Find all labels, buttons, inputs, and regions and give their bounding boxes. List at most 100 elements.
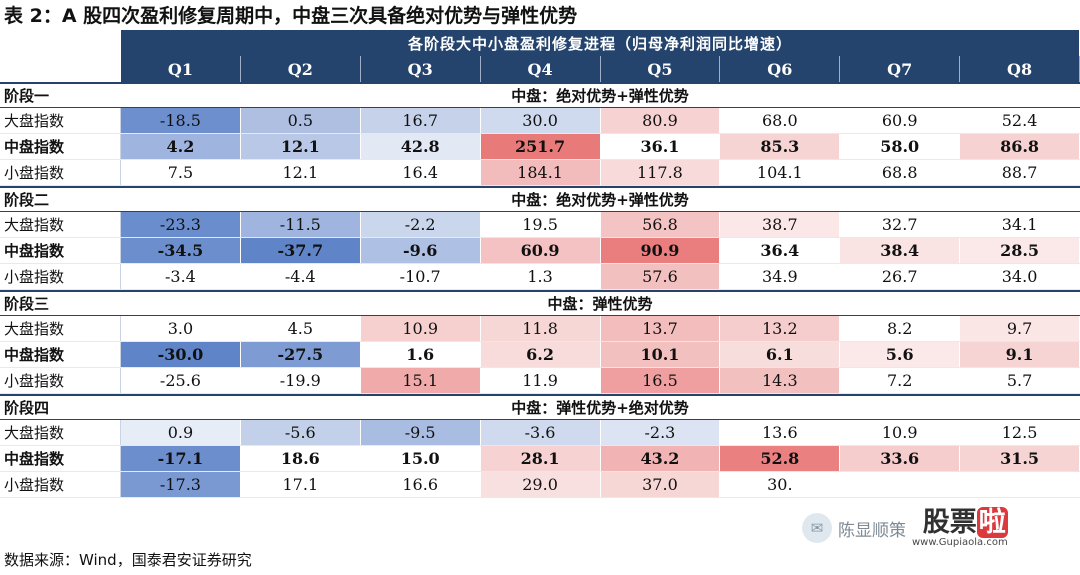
- table-row: 小盘指数 -17.3 17.1 16.6 29.0 37.0 30.: [0, 472, 1080, 498]
- watermark-logo-text-b: 啦: [976, 506, 1008, 538]
- value-cell: [960, 472, 1080, 497]
- value-cell: 60.9: [480, 238, 601, 263]
- stage-label: 阶段三: [4, 295, 50, 313]
- value-cell: 85.3: [720, 134, 841, 159]
- table-row: 小盘指数 -25.6 -19.9 15.1 11.9 16.5 14.3 7.2 5.7: [0, 368, 1080, 394]
- value-cell: -2.2: [360, 212, 481, 237]
- value-cell: 184.1: [480, 160, 601, 185]
- stage-label: 阶段二: [4, 191, 50, 209]
- header-quarter: Q2: [240, 56, 361, 82]
- table-title: 表 2：A 股四次盈利修复周期中，中盘三次具备绝对优势与弹性优势: [4, 5, 578, 27]
- value-cell: 29.0: [480, 472, 601, 497]
- value-cell: 16.7: [360, 108, 481, 133]
- header-quarter: Q4: [480, 56, 601, 82]
- row-index-name: 中盘指数: [0, 342, 121, 367]
- value-cell: 16.6: [360, 472, 481, 497]
- value-cell: -17.3: [121, 472, 241, 497]
- value-cell: -3.4: [121, 264, 241, 289]
- stage-sections: 阶段一 中盘：绝对优势+弹性优势 大盘指数 -18.5 0.5 16.7 30.0 80.9 6…: [0, 82, 1080, 498]
- row-index-name: 中盘指数: [0, 134, 121, 159]
- value-cell: 12.1: [240, 160, 361, 185]
- value-cell: -3.6: [480, 420, 601, 445]
- value-cell: 17.1: [240, 472, 361, 497]
- value-cell: 16.4: [360, 160, 481, 185]
- row-index-name: 中盘指数: [0, 238, 121, 263]
- source-note: 数据来源：Wind，国泰君安证券研究: [4, 551, 252, 569]
- value-cell: 86.8: [960, 134, 1080, 159]
- header-row-span: 各阶段大中小盘盈利修复进程（归母净利润同比增速）: [0, 30, 1080, 56]
- value-cell: 1.6: [360, 342, 481, 367]
- row-index-name: 小盘指数: [0, 472, 121, 497]
- value-cell: -19.9: [240, 368, 361, 393]
- header-quarter: Q1: [121, 56, 241, 82]
- value-cell: 38.7: [720, 212, 841, 237]
- value-cell: -23.3: [121, 212, 241, 237]
- value-cell: 9.1: [960, 342, 1080, 367]
- value-cell: 52.8: [720, 446, 841, 471]
- stage-note: 中盘：弹性优势: [121, 292, 1080, 315]
- value-cell: -2.3: [600, 420, 721, 445]
- stage-note: 中盘：绝对优势+弹性优势: [121, 188, 1080, 211]
- value-cell: 36.1: [600, 134, 721, 159]
- value-cell: 36.4: [720, 238, 841, 263]
- value-cell: 88.7: [960, 160, 1080, 185]
- value-cell: 117.8: [600, 160, 721, 185]
- value-cell: 15.1: [360, 368, 481, 393]
- value-cell: 7.5: [121, 160, 241, 185]
- table-row: 中盘指数 -17.1 18.6 15.0 28.1 43.2 52.8 33.6 31.5: [0, 446, 1080, 472]
- header-quarter: Q5: [600, 56, 721, 82]
- value-cell: 8.2: [840, 316, 961, 341]
- row-index-name: 大盘指数: [0, 316, 121, 341]
- value-cell: 57.6: [600, 264, 721, 289]
- header-quarter: Q6: [720, 56, 841, 82]
- value-cell: 34.0: [960, 264, 1080, 289]
- value-cell: 12.1: [240, 134, 361, 159]
- value-cell: 28.1: [480, 446, 601, 471]
- earnings-table: 各阶段大中小盘盈利修复进程（归母净利润同比增速） Q1 Q2 Q3 Q4 Q5 Q6 Q7 Q…: [0, 30, 1080, 498]
- value-cell: 6.2: [480, 342, 601, 367]
- value-cell: -37.7: [240, 238, 361, 263]
- value-cell: -30.0: [121, 342, 241, 367]
- value-cell: 30.: [720, 472, 841, 497]
- value-cell: 90.9: [600, 238, 721, 263]
- value-cell: 43.2: [600, 446, 721, 471]
- stage-header-row: 阶段二 中盘：绝对优势+弹性优势: [0, 186, 1080, 212]
- header-row-quarters: Q1 Q2 Q3 Q4 Q5 Q6 Q7 Q8: [0, 56, 1080, 82]
- value-cell: -9.6: [360, 238, 481, 263]
- watermark-logo: 股票啦 www.Gupiaola.com: [912, 506, 1008, 548]
- table-row: 小盘指数 7.5 12.1 16.4 184.1 117.8 104.1 68.8 88.7: [0, 160, 1080, 186]
- value-cell: 60.9: [840, 108, 961, 133]
- value-cell: 68.0: [720, 108, 841, 133]
- value-cell: -18.5: [121, 108, 241, 133]
- stage-label: 阶段四: [4, 399, 50, 417]
- table-row: 大盘指数 0.9 -5.6 -9.5 -3.6 -2.3 13.6 10.9 12.5: [0, 420, 1080, 446]
- value-cell: 14.3: [720, 368, 841, 393]
- table-row: 中盘指数 -34.5 -37.7 -9.6 60.9 90.9 36.4 38.4 28.5: [0, 238, 1080, 264]
- value-cell: 56.8: [600, 212, 721, 237]
- row-index-name: 小盘指数: [0, 264, 121, 289]
- value-cell: -10.7: [360, 264, 481, 289]
- watermark-url: www.Gupiaola.com: [912, 536, 1008, 548]
- value-cell: 28.5: [960, 238, 1080, 263]
- value-cell: 80.9: [600, 108, 721, 133]
- value-cell: 38.4: [840, 238, 961, 263]
- value-cell: 15.0: [360, 446, 481, 471]
- value-cell: 3.0: [121, 316, 241, 341]
- value-cell: 30.0: [480, 108, 601, 133]
- value-cell: 104.1: [720, 160, 841, 185]
- header-corner-2: [0, 56, 121, 82]
- watermark: ✉ 陈显顺策 股票啦 www.Gupiaola.com: [802, 506, 1072, 548]
- value-cell: 1.3: [480, 264, 601, 289]
- stage-label: 阶段一: [4, 87, 50, 105]
- value-cell: -25.6: [121, 368, 241, 393]
- value-cell: [840, 472, 961, 497]
- value-cell: 58.0: [840, 134, 961, 159]
- row-index-name: 大盘指数: [0, 420, 121, 445]
- header-corner: [0, 30, 121, 56]
- value-cell: 18.6: [240, 446, 361, 471]
- stage-header-row: 阶段一 中盘：绝对优势+弹性优势: [0, 82, 1080, 108]
- value-cell: 32.7: [840, 212, 961, 237]
- value-cell: -5.6: [240, 420, 361, 445]
- header-span-label: 各阶段大中小盘盈利修复进程（归母净利润同比增速）: [121, 30, 1080, 56]
- value-cell: 13.2: [720, 316, 841, 341]
